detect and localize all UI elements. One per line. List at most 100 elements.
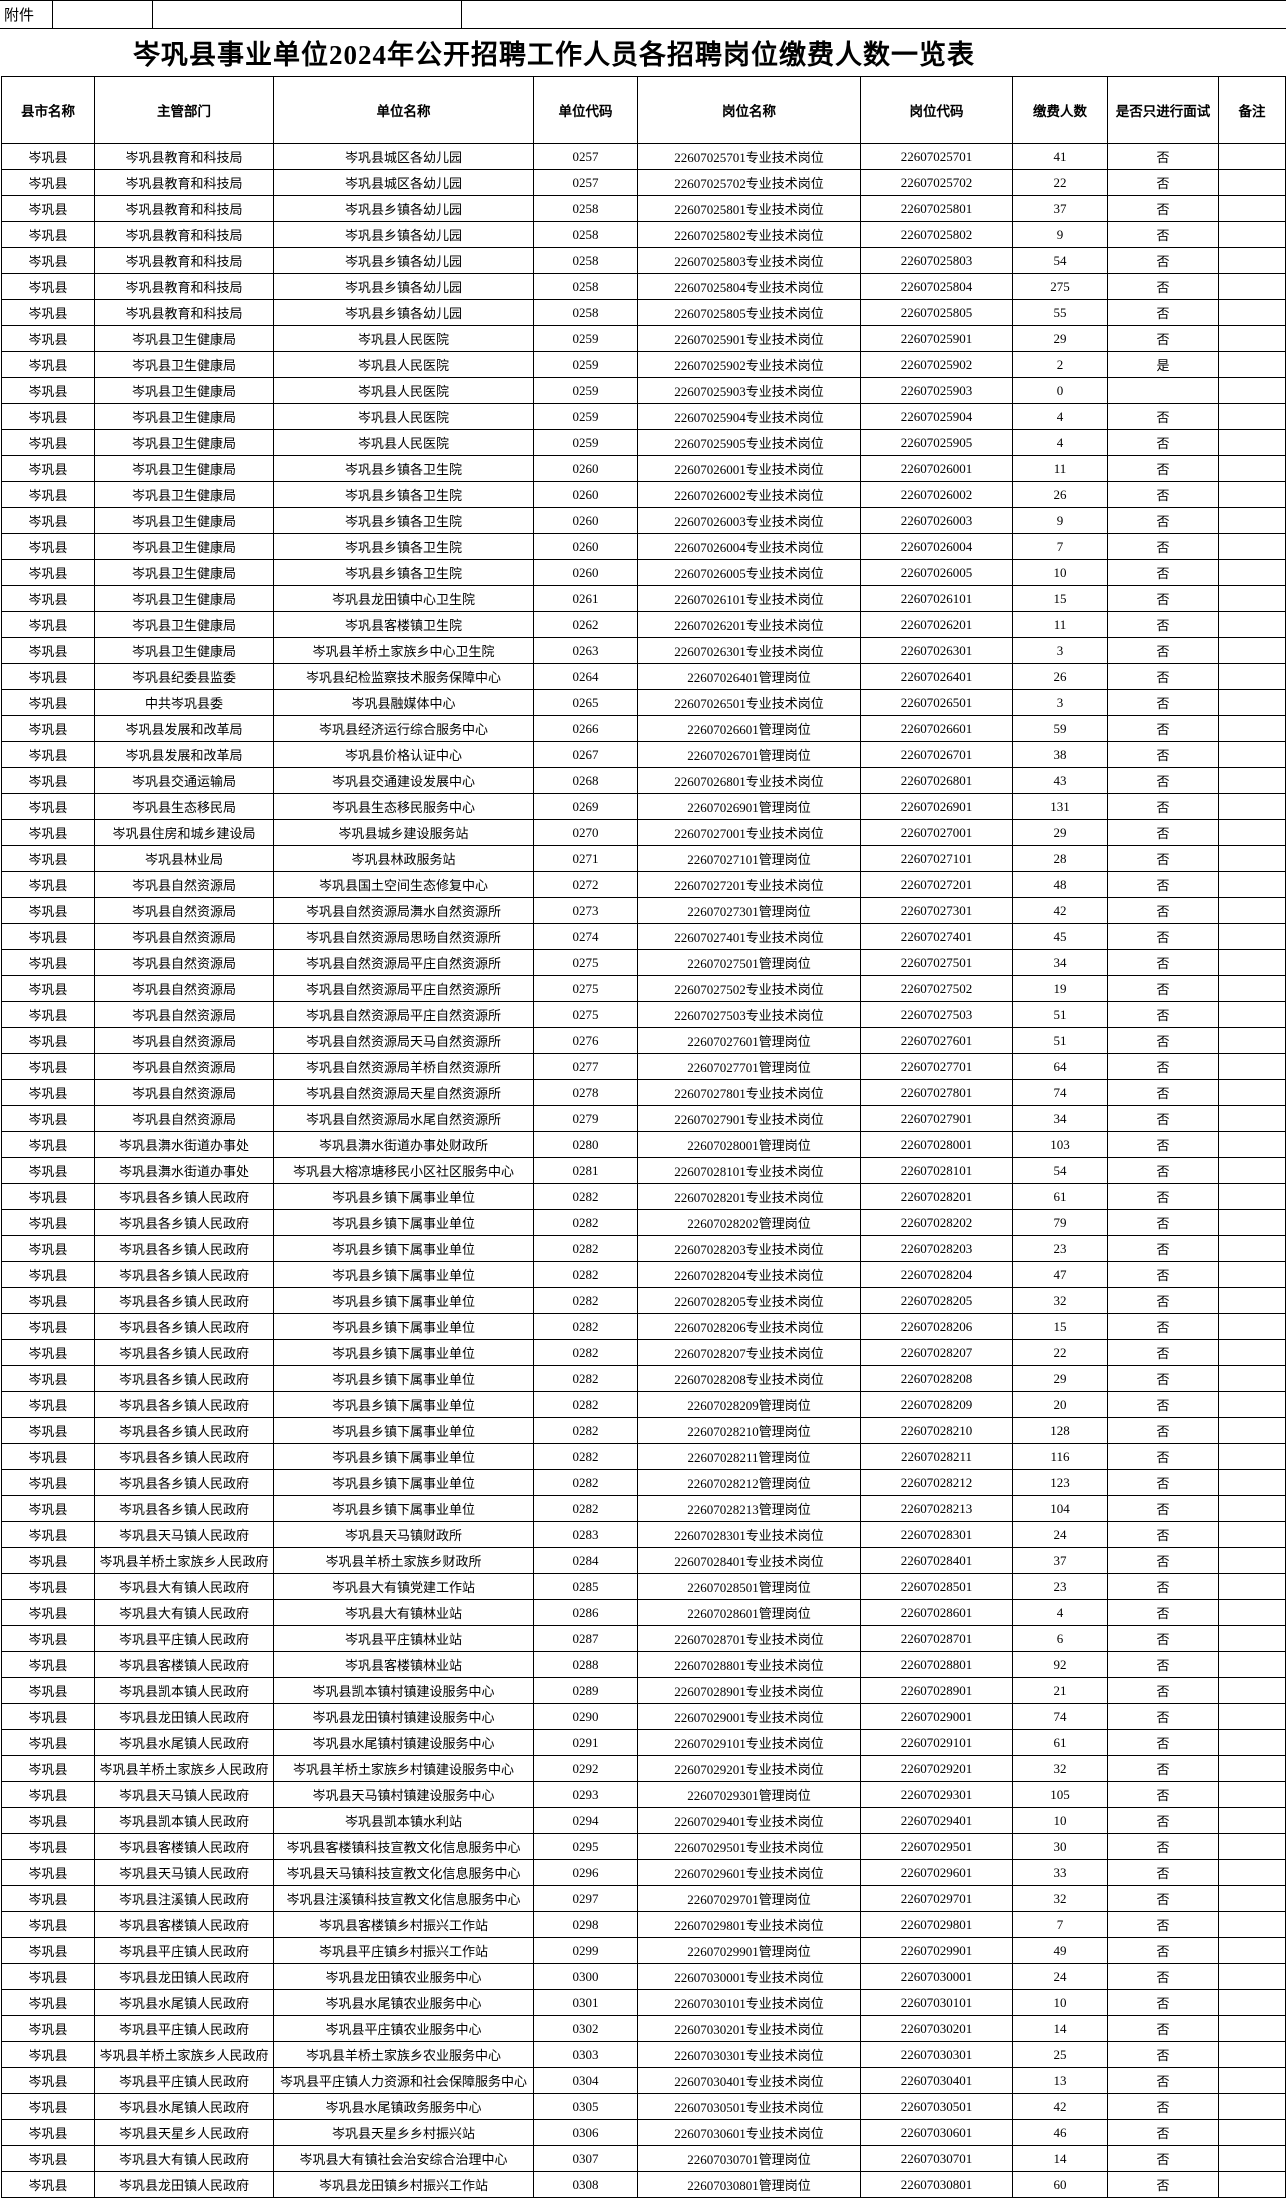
cell-payer-count: 61 xyxy=(1012,1183,1108,1210)
cell-post-name: 22607028206专业技术岗位 xyxy=(637,1313,861,1340)
table-row: 岑巩县 岑巩县卫生健康局 岑巩县人民医院 0259 22607025901专业技术岗位 2… xyxy=(1,325,1286,352)
cell-unit-name: 岑巩县乡镇下属事业单位 xyxy=(273,1287,534,1314)
cell-county: 岑巩县 xyxy=(1,1807,95,1834)
cell-department: 岑巩县卫生健康局 xyxy=(94,481,274,508)
cell-department: 岑巩县住房和城乡建设局 xyxy=(94,819,274,846)
cell-remark xyxy=(1218,1417,1286,1444)
cell-post-name: 22607025905专业技术岗位 xyxy=(637,429,861,456)
cell-remark xyxy=(1218,637,1286,664)
cell-unit-code: 0277 xyxy=(533,1053,638,1080)
table-row: 岑巩县 岑巩县各乡镇人民政府 岑巩县乡镇下属事业单位 0282 22607028206专… xyxy=(1,1313,1286,1340)
cell-post-code: 22607029001 xyxy=(860,1703,1013,1730)
table-row: 岑巩县 岑巩县水尾镇人民政府 岑巩县水尾镇政务服务中心 0305 22607030501… xyxy=(1,2093,1286,2120)
cell-interview-only: 否 xyxy=(1107,221,1219,248)
table-row: 岑巩县 岑巩县自然资源局 岑巩县自然资源局羊桥自然资源所 0277 2260702770… xyxy=(1,1053,1286,1080)
cell-county: 岑巩县 xyxy=(1,975,95,1002)
cell-post-code: 22607026003 xyxy=(860,507,1013,534)
table-row: 岑巩县 岑巩县大有镇人民政府 岑巩县大有镇林业站 0286 22607028601管理岗… xyxy=(1,1599,1286,1626)
cell-payer-count: 51 xyxy=(1012,1027,1108,1054)
cell-unit-name: 岑巩县羊桥土家族乡中心卫生院 xyxy=(273,637,534,664)
table-row: 岑巩县 岑巩县卫生健康局 岑巩县乡镇各卫生院 0260 22607026002专业技术岗… xyxy=(1,481,1286,508)
cell-post-code: 22607025905 xyxy=(860,429,1013,456)
cell-unit-name: 岑巩县龙田镇村镇建设服务中心 xyxy=(273,1703,534,1730)
cell-post-code: 22607027501 xyxy=(860,949,1013,976)
cell-interview-only: 否 xyxy=(1107,975,1219,1002)
cell-post-name: 22607028209管理岗位 xyxy=(637,1391,861,1418)
table-row: 岑巩县 岑巩县发展和改革局 岑巩县价格认证中心 0267 22607026701管理岗位… xyxy=(1,741,1286,768)
cell-post-code: 22607029301 xyxy=(860,1781,1013,1808)
cell-interview-only: 否 xyxy=(1107,923,1219,950)
cell-county: 岑巩县 xyxy=(1,2015,95,2042)
cell-post-name: 22607026901管理岗位 xyxy=(637,793,861,820)
cell-department: 岑巩县㵲水街道办事处 xyxy=(94,1131,274,1158)
cell-unit-code: 0282 xyxy=(533,1443,638,1470)
table-row: 岑巩县 岑巩县各乡镇人民政府 岑巩县乡镇下属事业单位 0282 22607028211管… xyxy=(1,1443,1286,1470)
cell-payer-count: 29 xyxy=(1012,325,1108,352)
column-header-county: 县市名称 xyxy=(1,76,95,144)
cell-department: 岑巩县教育和科技局 xyxy=(94,143,274,170)
cell-post-code: 22607030301 xyxy=(860,2041,1013,2068)
cell-unit-code: 0282 xyxy=(533,1417,638,1444)
cell-interview-only: 否 xyxy=(1107,1547,1219,1574)
cell-county: 岑巩县 xyxy=(1,403,95,430)
cell-county: 岑巩县 xyxy=(1,1105,95,1132)
cell-unit-code: 0286 xyxy=(533,1599,638,1626)
cell-payer-count: 22 xyxy=(1012,169,1108,196)
cell-unit-name: 岑巩县城乡建设服务站 xyxy=(273,819,534,846)
cell-interview-only: 否 xyxy=(1107,793,1219,820)
table-row: 岑巩县 岑巩县龙田镇人民政府 岑巩县龙田镇乡村振兴工作站 0308 2260703080… xyxy=(1,2171,1286,2198)
cell-remark xyxy=(1218,377,1286,404)
cell-county: 岑巩县 xyxy=(1,1859,95,1886)
top-strip-empty-cell xyxy=(153,1,462,28)
cell-county: 岑巩县 xyxy=(1,1001,95,1028)
cell-interview-only: 否 xyxy=(1107,1339,1219,1366)
cell-county: 岑巩县 xyxy=(1,1469,95,1496)
cell-payer-count: 7 xyxy=(1012,533,1108,560)
cell-post-code: 22607026601 xyxy=(860,715,1013,742)
cell-department: 岑巩县各乡镇人民政府 xyxy=(94,1287,274,1314)
cell-unit-name: 岑巩县乡镇下属事业单位 xyxy=(273,1235,534,1262)
cell-interview-only: 否 xyxy=(1107,455,1219,482)
cell-payer-count: 79 xyxy=(1012,1209,1108,1236)
cell-payer-count: 92 xyxy=(1012,1651,1108,1678)
cell-post-name: 22607028203专业技术岗位 xyxy=(637,1235,861,1262)
table-row: 岑巩县 岑巩县㵲水街道办事处 岑巩县㵲水街道办事处财政所 0280 2260702800… xyxy=(1,1131,1286,1158)
cell-department: 岑巩县自然资源局 xyxy=(94,1079,274,1106)
cell-remark xyxy=(1218,1547,1286,1574)
cell-post-code: 22607028201 xyxy=(860,1183,1013,1210)
cell-county: 岑巩县 xyxy=(1,663,95,690)
cell-unit-name: 岑巩县乡镇各卫生院 xyxy=(273,481,534,508)
cell-unit-code: 0270 xyxy=(533,819,638,846)
cell-remark xyxy=(1218,221,1286,248)
cell-department: 岑巩县各乡镇人民政府 xyxy=(94,1183,274,1210)
cell-interview-only: 否 xyxy=(1107,429,1219,456)
cell-unit-name: 岑巩县自然资源局天马自然资源所 xyxy=(273,1027,534,1054)
cell-unit-name: 岑巩县乡镇下属事业单位 xyxy=(273,1417,534,1444)
cell-interview-only: 否 xyxy=(1107,1001,1219,1028)
cell-interview-only: 否 xyxy=(1107,715,1219,742)
cell-unit-code: 0295 xyxy=(533,1833,638,1860)
cell-county: 岑巩县 xyxy=(1,871,95,898)
cell-department: 岑巩县水尾镇人民政府 xyxy=(94,2093,274,2120)
cell-unit-code: 0291 xyxy=(533,1729,638,1756)
cell-payer-count: 10 xyxy=(1012,1989,1108,2016)
cell-post-code: 22607030401 xyxy=(860,2067,1013,2094)
cell-remark xyxy=(1218,1937,1286,1964)
cell-remark xyxy=(1218,1079,1286,1106)
cell-county: 岑巩县 xyxy=(1,845,95,872)
cell-unit-code: 0265 xyxy=(533,689,638,716)
cell-interview-only: 否 xyxy=(1107,1131,1219,1158)
cell-post-name: 22607028204专业技术岗位 xyxy=(637,1261,861,1288)
cell-unit-code: 0303 xyxy=(533,2041,638,2068)
cell-county: 岑巩县 xyxy=(1,1131,95,1158)
cell-department: 岑巩县羊桥土家族乡人民政府 xyxy=(94,1547,274,1574)
cell-payer-count: 54 xyxy=(1012,247,1108,274)
cell-department: 岑巩县水尾镇人民政府 xyxy=(94,1729,274,1756)
cell-payer-count: 4 xyxy=(1012,429,1108,456)
cell-interview-only: 否 xyxy=(1107,949,1219,976)
cell-unit-code: 0266 xyxy=(533,715,638,742)
cell-unit-name: 岑巩县乡镇各幼儿园 xyxy=(273,195,534,222)
cell-department: 岑巩县自然资源局 xyxy=(94,975,274,1002)
cell-county: 岑巩县 xyxy=(1,2041,95,2068)
column-header-unit-name: 单位名称 xyxy=(273,76,534,144)
